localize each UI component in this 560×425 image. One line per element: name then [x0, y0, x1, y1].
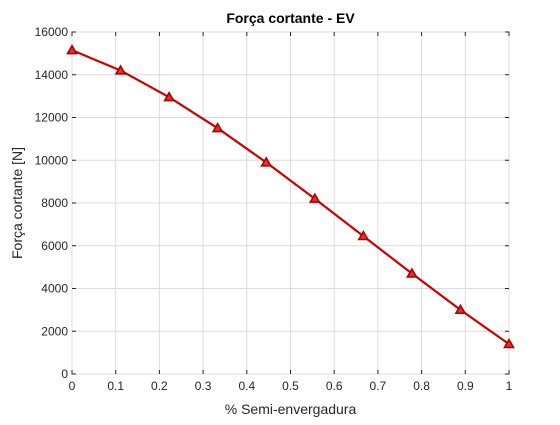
y-tick-label: 4000	[41, 282, 68, 296]
y-tick-label: 12000	[35, 111, 69, 125]
x-tick-label: 1	[506, 379, 513, 393]
x-tick-label: 0.7	[370, 379, 387, 393]
data-point-marker	[454, 303, 467, 315]
x-tick-label: 0.4	[238, 379, 255, 393]
x-tick-label: 0	[69, 379, 76, 393]
data-point-marker	[260, 156, 273, 167]
data-point-marker	[503, 337, 515, 349]
grid-lines	[71, 31, 510, 375]
x-tick-label: 0.6	[326, 379, 343, 393]
axis-ticks	[71, 31, 510, 375]
x-tick-label: 0.9	[457, 379, 474, 393]
x-axis-label: % Semi-envergadura	[225, 401, 357, 417]
data-point-marker	[406, 267, 418, 278]
x-tick-label: 0.1	[107, 379, 124, 393]
y-tick-label: 0	[61, 367, 68, 381]
data-point-marker	[308, 192, 321, 203]
y-tick-label: 2000	[41, 324, 68, 338]
chart-title: Força cortante - EV	[226, 10, 355, 26]
series-line	[71, 49, 510, 345]
x-tick-label: 0.8	[413, 379, 430, 393]
y-tick-label: 16000	[35, 25, 69, 39]
y-tick-label: 8000	[41, 196, 68, 210]
series-layer	[66, 44, 515, 349]
y-tick-label: 14000	[35, 68, 69, 82]
y-tick-label: 10000	[35, 153, 69, 167]
data-point-marker	[114, 64, 127, 75]
tick-labels: 0 0.1 0.2 0.3 0.4 0.5 0.6 0.7 0.8 0.9 1 0 2000 4000 60…	[35, 25, 513, 393]
y-tick-label: 6000	[41, 239, 68, 253]
y-axis-label: Força cortante [N]	[9, 147, 25, 259]
x-tick-label: 0.2	[151, 379, 168, 393]
x-tick-label: 0.3	[195, 379, 212, 393]
x-tick-label: 0.5	[282, 379, 299, 393]
data-point-marker	[66, 44, 78, 55]
data-point-marker	[357, 230, 370, 241]
data-point-marker	[163, 91, 175, 102]
data-point-marker	[211, 122, 224, 133]
